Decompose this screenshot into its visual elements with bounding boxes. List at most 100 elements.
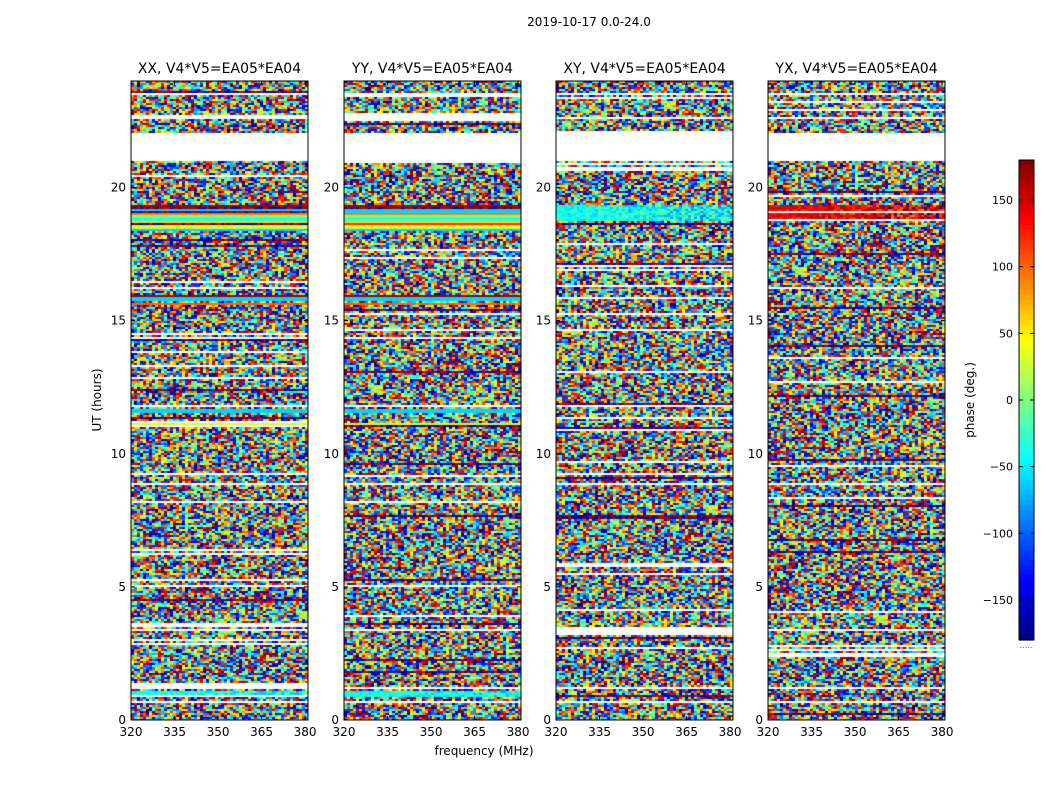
- x-tick-label: 380: [507, 725, 530, 739]
- x-tick-label: 350: [207, 725, 230, 739]
- colorbar-segment: [1019, 365, 1034, 371]
- colorbar-segment: [1019, 630, 1034, 636]
- colorbar-segment: [1019, 250, 1034, 256]
- colorbar-segment: [1019, 280, 1034, 286]
- colorbar-segment: [1019, 475, 1034, 481]
- colorbar-segment: [1019, 360, 1034, 366]
- colorbar-segment: [1019, 500, 1034, 506]
- y-tick-label: 5: [331, 580, 339, 594]
- y-tick-label: 5: [543, 580, 551, 594]
- colorbar-segment: [1019, 445, 1034, 451]
- x-tick-label: 380: [294, 725, 317, 739]
- colorbar-segment: [1019, 435, 1034, 441]
- x-tick-label: 335: [800, 725, 823, 739]
- y-tick-label: 5: [755, 580, 763, 594]
- colorbar-tick-label: −100: [983, 527, 1013, 540]
- panel-title: XX, V4*V5=EA05*EA04: [138, 61, 301, 77]
- colorbar-segment: [1019, 255, 1034, 261]
- colorbar-segment: [1019, 440, 1034, 446]
- colorbar-segment: [1019, 490, 1034, 496]
- colorbar-segment: [1019, 170, 1034, 176]
- colorbar-segment: [1019, 550, 1034, 556]
- colorbar: phase (deg.) ..... 150 100 50 0 −50 −100 −150: [963, 159, 1035, 650]
- colorbar-tick-label: 100: [992, 261, 1013, 274]
- x-tick-label: 335: [163, 725, 186, 739]
- colorbar-tick-label: 150: [992, 194, 1013, 207]
- panel-3: XY, V4*V5=EA05*EA04 320 335 350 365 380 0 5 10 15…: [536, 61, 742, 739]
- y-tick-label: 0: [543, 713, 551, 727]
- colorbar-segment: [1019, 240, 1034, 246]
- colorbar-tick-label: 0: [1006, 394, 1013, 407]
- x-tick-label: 365: [250, 725, 273, 739]
- y-tick-label: 20: [748, 181, 763, 195]
- colorbar-segment: [1019, 615, 1034, 621]
- x-tick-label: 365: [463, 725, 486, 739]
- colorbar-segment: [1019, 635, 1034, 641]
- y-tick-label: 10: [111, 447, 126, 461]
- x-tick-label: 380: [931, 725, 954, 739]
- colorbar-segment: [1019, 425, 1034, 431]
- colorbar-under-label: .....: [1020, 641, 1033, 650]
- colorbar-segment: [1019, 175, 1034, 181]
- x-axis-label: frequency (MHz): [434, 744, 533, 758]
- panel-title: YY, V4*V5=EA05*EA04: [351, 61, 513, 77]
- colorbar-segment: [1019, 540, 1034, 546]
- colorbar-segment: [1019, 385, 1034, 391]
- colorbar-segment: [1019, 455, 1034, 461]
- y-tick-label: 10: [536, 447, 551, 461]
- y-tick-label: 20: [324, 181, 339, 195]
- colorbar-segment: [1019, 465, 1034, 471]
- colorbar-tick-label: 50: [999, 327, 1013, 340]
- colorbar-segment: [1019, 320, 1034, 326]
- x-tick-label: 320: [545, 725, 568, 739]
- colorbar-segment: [1019, 370, 1034, 376]
- x-tick-label: 365: [675, 725, 698, 739]
- colorbar-segment: [1019, 340, 1034, 346]
- y-tick-label: 20: [536, 181, 551, 195]
- colorbar-segment: [1019, 210, 1034, 216]
- colorbar-segment: [1019, 430, 1034, 436]
- colorbar-segment: [1019, 160, 1034, 166]
- phase-heatmap-3: [556, 81, 733, 720]
- panel-1: XX, V4*V5=EA05*EA04 320 335 350 365 380 0 5 10 15…: [111, 61, 317, 739]
- colorbar-segment: [1019, 570, 1034, 576]
- colorbar-segment: [1019, 605, 1034, 611]
- colorbar-segment: [1019, 460, 1034, 466]
- colorbar-segment: [1019, 225, 1034, 231]
- y-tick-label: 15: [324, 314, 339, 328]
- colorbar-segment: [1019, 450, 1034, 456]
- colorbar-label: phase (deg.): [963, 362, 977, 438]
- colorbar-segment: [1019, 590, 1034, 596]
- colorbar-segment: [1019, 350, 1034, 356]
- colorbar-segment: [1019, 330, 1034, 336]
- colorbar-segment: [1019, 230, 1034, 236]
- y-axis-label: UT (hours): [90, 368, 104, 431]
- colorbar-segment: [1019, 560, 1034, 566]
- x-tick-label: 320: [120, 725, 143, 739]
- colorbar-segment: [1019, 565, 1034, 571]
- y-tick-label: 0: [755, 713, 763, 727]
- colorbar-segment: [1019, 335, 1034, 341]
- colorbar-segment: [1019, 165, 1034, 171]
- colorbar-segment: [1019, 260, 1034, 266]
- y-tick-label: 15: [748, 314, 763, 328]
- colorbar-segment: [1019, 525, 1034, 531]
- panel-frame: [130, 80, 309, 721]
- x-tick-label: 320: [757, 725, 780, 739]
- colorbar-segment: [1019, 575, 1034, 581]
- colorbar-segment: [1019, 265, 1034, 271]
- colorbar-segment: [1019, 390, 1034, 396]
- colorbar-segment: [1019, 305, 1034, 311]
- y-tick-label: 15: [111, 314, 126, 328]
- panel-2: YY, V4*V5=EA05*EA04 320 335 350 365 380 0 5 10 15…: [324, 61, 530, 739]
- colorbar-segment: [1019, 535, 1034, 541]
- colorbar-segment: [1019, 520, 1034, 526]
- phase-heatmap-1: [131, 81, 308, 720]
- phase-heatmap-2: [344, 81, 521, 720]
- colorbar-segment: [1019, 480, 1034, 486]
- colorbar-segment: [1019, 510, 1034, 516]
- x-tick-label: 335: [376, 725, 399, 739]
- colorbar-segment: [1019, 620, 1034, 626]
- colorbar-segment: [1019, 275, 1034, 281]
